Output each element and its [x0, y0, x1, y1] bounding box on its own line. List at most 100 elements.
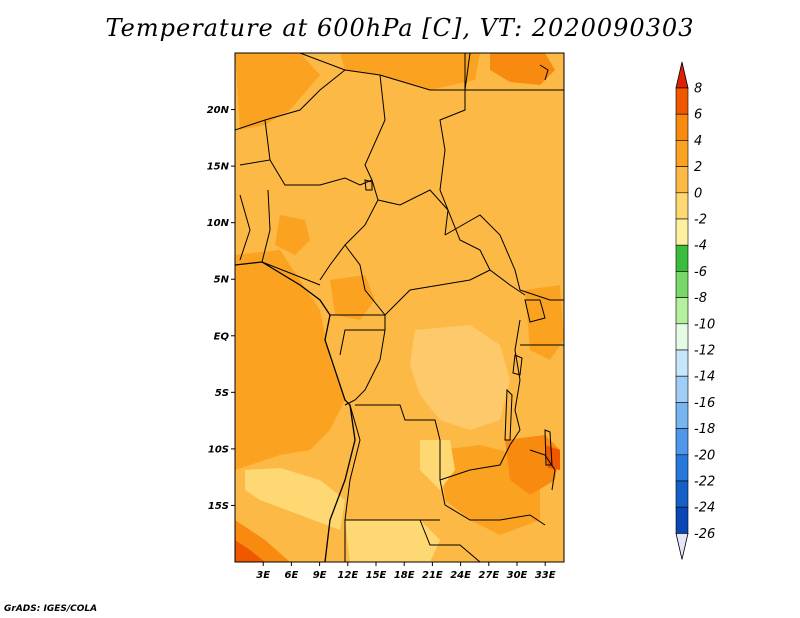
field-warm-west — [235, 250, 345, 470]
lon-tick-label: 24E — [450, 570, 471, 581]
colorbar-label: -20 — [694, 448, 715, 463]
border-benin — [261, 189, 271, 263]
field-warm-nw — [235, 53, 320, 130]
lat-tick-label: 15S — [208, 501, 229, 512]
field-warm-n — [340, 53, 480, 90]
border-chad-south — [377, 189, 449, 211]
lon-tick-label: 18E — [394, 570, 415, 581]
field-warm-nigeria — [275, 215, 310, 255]
lake-nasser — [539, 64, 549, 81]
border-south-sudan — [444, 214, 521, 291]
colorbar-segment — [675, 87, 689, 115]
country-borders — [235, 53, 564, 562]
colorbar-label: -12 — [694, 344, 715, 359]
lake-victoria — [524, 299, 546, 323]
lake-kivu — [512, 354, 523, 376]
lon-tick-label: 3E — [256, 570, 270, 581]
border-congo — [344, 329, 386, 406]
page-title: Temperature at 600hPa [C], VT: 202009030… — [105, 14, 695, 42]
colorbar-label: -22 — [694, 475, 715, 490]
lon-tick-label: 30E — [507, 570, 528, 581]
credit-label: GrADS: IGES/COLA — [4, 604, 98, 614]
colorbar-segment — [675, 166, 689, 194]
field-hot-ne — [490, 53, 555, 85]
lat-tick-label: EQ — [214, 331, 230, 342]
colorbar-segment — [675, 323, 689, 351]
colorbar-label: -26 — [694, 527, 715, 542]
field-hotter-malawi — [545, 445, 560, 470]
lon-tick-label: 9E — [313, 570, 327, 581]
colorbar-segment — [675, 428, 689, 456]
lon-tick-label: 21E — [422, 570, 443, 581]
colorbar-label: 8 — [694, 82, 702, 97]
lon-tick-label: 6E — [285, 570, 299, 581]
colorbar-label: 6 — [694, 108, 702, 123]
colorbar-label: -4 — [694, 239, 707, 254]
colorbar-label: -16 — [694, 396, 715, 411]
lon-tick-label: 33E — [535, 570, 556, 581]
temperature-field — [235, 53, 564, 562]
field-cool-drc — [410, 325, 510, 430]
lake-malawi — [544, 429, 553, 466]
colorbar-label: 2 — [694, 160, 702, 175]
longitude-axis: 3E 6E 9E 12E 15E 18E 21E 24E 27E 30E 33E — [256, 562, 556, 581]
colorbar-label: -14 — [694, 370, 715, 385]
border-lakes — [514, 319, 521, 431]
colorbar-bottom-triangle — [675, 533, 689, 560]
lat-tick-label: 20N — [207, 105, 230, 116]
colorbar-label: -2 — [694, 213, 707, 228]
border-cameroon-car — [344, 244, 386, 316]
colorbar-label: -6 — [694, 265, 707, 280]
border-algeria-niger — [264, 69, 346, 121]
border-niger-nigeria — [269, 159, 373, 186]
colorbar-label: -18 — [694, 422, 715, 437]
colorbar-top-triangle — [675, 61, 689, 89]
border-zambia-zim — [444, 504, 546, 526]
border-libya — [299, 53, 471, 91]
colorbar-segment — [675, 480, 689, 508]
field-warm-ea — [525, 285, 564, 360]
field-cool-namibia — [345, 520, 440, 562]
colorbar-label: 0 — [694, 186, 702, 201]
lat-tick-label: 10S — [208, 444, 229, 455]
border-zambia-drc — [439, 429, 521, 481]
lon-tick-label: 12E — [337, 570, 358, 581]
lon-tick-label: 27E — [478, 570, 499, 581]
colorbar-segment — [675, 218, 689, 246]
lat-tick-label: 5N — [214, 275, 230, 286]
colorbar-segment — [675, 192, 689, 220]
colorbar-segment — [675, 402, 689, 429]
map-frame — [234, 52, 565, 563]
field-hotter-sw — [235, 540, 265, 562]
border-togo — [239, 194, 251, 261]
lake-tanganyika — [504, 388, 513, 441]
latitude-axis: 20N 15N 10N 5N EQ 5S 10S 15S — [207, 105, 235, 512]
coastline-west — [235, 261, 356, 562]
colorbar-segment — [675, 506, 689, 534]
lat-tick-label: 15N — [207, 162, 230, 173]
colorbar-segment — [675, 113, 689, 141]
border-car-drc — [384, 269, 526, 316]
colorbar-segment — [675, 454, 689, 482]
colorbar: 8 6 4 2 0 -2 -4 -6 -8 -10 -12 -14 -16 -18 -20 -22 -24 -26 — [675, 61, 715, 560]
border-malawi — [529, 449, 556, 491]
lat-tick-label: 10N — [207, 218, 230, 229]
colorbar-segment — [675, 244, 689, 272]
colorbar-segment — [675, 140, 689, 167]
border-angola — [344, 404, 440, 521]
colorbar-label: -24 — [694, 501, 715, 516]
lat-tick-label: 5S — [215, 388, 229, 399]
lon-tick-label: 15E — [366, 570, 387, 581]
colorbar-label: -8 — [694, 291, 707, 306]
colorbar-label: -10 — [694, 317, 715, 332]
colorbar-segment — [675, 297, 689, 325]
border-car-sudan — [447, 209, 491, 271]
border-nigeria-coast — [261, 261, 321, 286]
border-mali — [235, 119, 266, 131]
colorbar-segment — [675, 271, 689, 298]
border-uganda-north — [519, 289, 564, 301]
field-cool-angola — [245, 468, 345, 530]
colorbar-segment — [675, 349, 689, 377]
lake-chad — [364, 179, 373, 191]
